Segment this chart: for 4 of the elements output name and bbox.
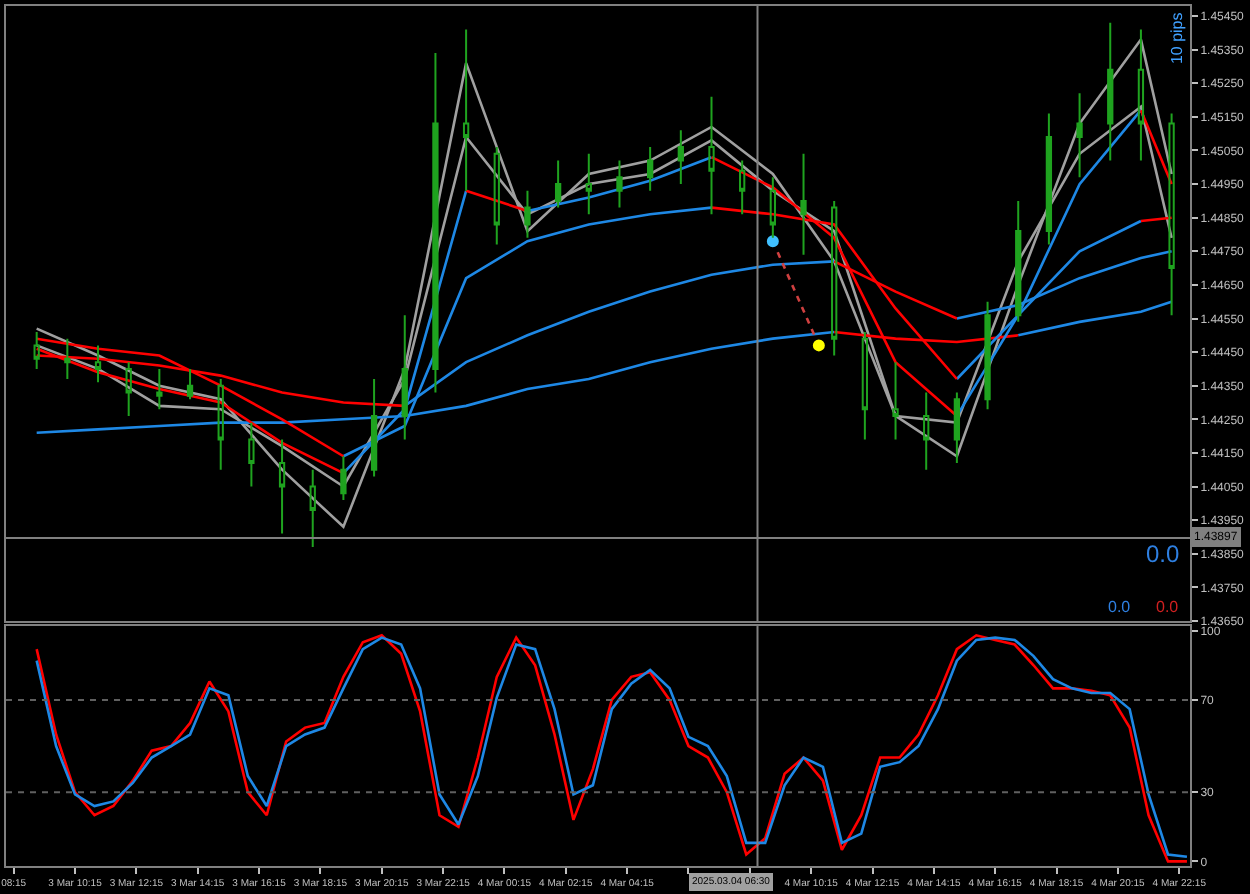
annotation: 0.0 <box>1156 598 1180 616</box>
annotation: 10 pips <box>1167 12 1186 65</box>
annotation: 0.0 <box>1108 598 1132 616</box>
annotation: 0.0 <box>1146 540 1181 568</box>
